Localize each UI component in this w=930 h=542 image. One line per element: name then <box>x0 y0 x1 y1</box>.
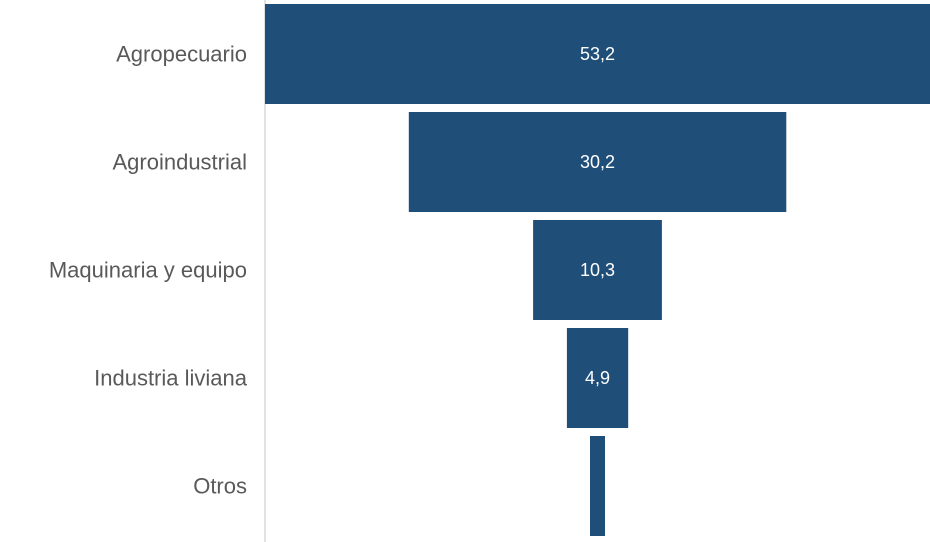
funnel-bar <box>533 220 662 320</box>
category-label: Agropecuario <box>116 42 247 67</box>
data-label: 53,2 <box>580 44 615 64</box>
category-labels: Agropecuario Agroindustrial Maquinaria y e… <box>49 42 248 499</box>
data-label: 4,9 <box>585 368 610 388</box>
funnel-bar <box>408 112 787 212</box>
data-label: 10,3 <box>580 260 615 280</box>
category-label: Industria liviana <box>94 366 248 391</box>
category-label: Agroindustrial <box>112 150 247 175</box>
funnel-bar <box>265 4 930 104</box>
data-label: 30,2 <box>580 152 615 172</box>
funnel-bars <box>265 4 930 536</box>
data-labels: 53,2 30,2 10,3 4,9 <box>580 44 615 388</box>
funnel-bar <box>590 436 605 536</box>
category-label: Otros <box>193 474 247 499</box>
category-label: Maquinaria y equipo <box>49 258 247 283</box>
funnel-bar <box>566 328 629 428</box>
